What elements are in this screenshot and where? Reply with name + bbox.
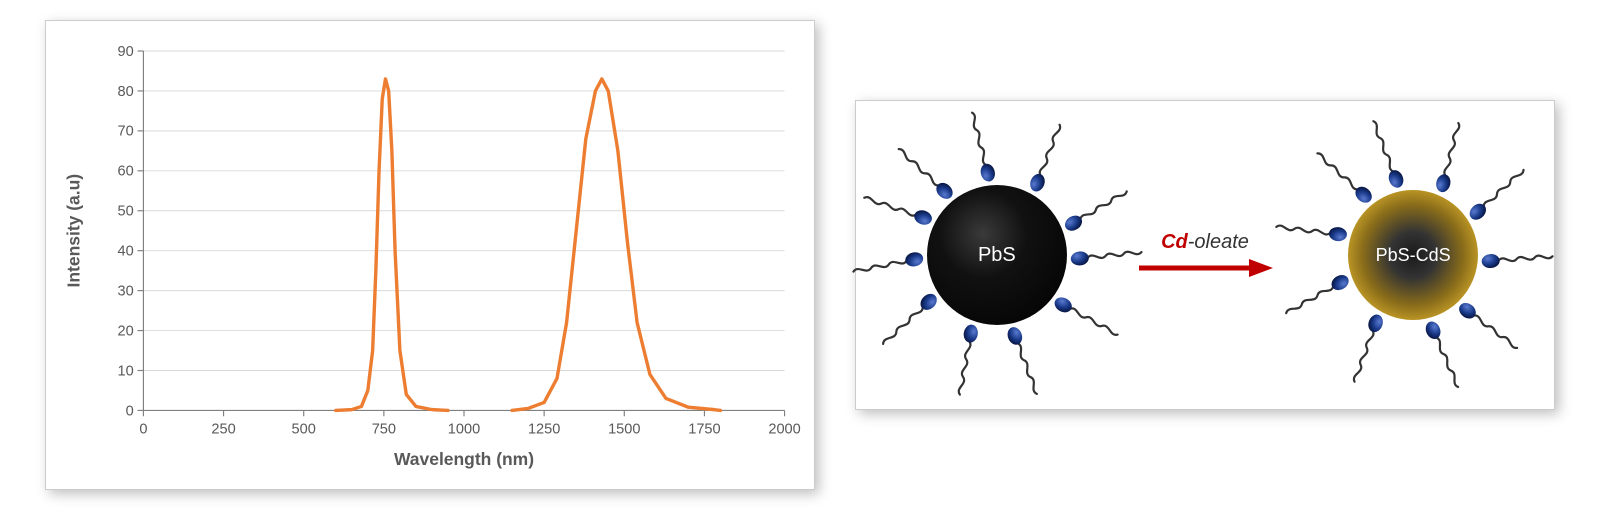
- x-tick-label: 750: [372, 422, 396, 438]
- ligand-bead-icon: [1434, 173, 1452, 194]
- ligand-bead-icon: [1386, 168, 1406, 190]
- x-tick-label: 1750: [688, 422, 720, 438]
- ligand-bead-icon: [1456, 300, 1479, 322]
- x-tick-label: 1000: [448, 422, 480, 438]
- ligand-bead-icon: [1028, 172, 1048, 194]
- ligand: [1429, 114, 1472, 197]
- spectrum-chart: 0 10 20 30 40 50 60 70 80 90 0 250 500 750 1000 1250 150…: [56, 31, 804, 479]
- ligand-bead-icon: [904, 251, 924, 268]
- particle-pbs-cds: PbS-CdS: [1284, 125, 1542, 385]
- ligand-tail-icon: [958, 341, 971, 395]
- ligand-bead-icon: [1467, 201, 1490, 223]
- reaction-label-suffix: -oleate: [1188, 231, 1249, 253]
- ligand-tail-icon: [1276, 225, 1330, 235]
- ligand-bead-icon: [1423, 319, 1443, 341]
- x-tick-label: 250: [211, 422, 235, 438]
- series-peak1: [336, 79, 448, 410]
- ligand: [959, 104, 1003, 187]
- ligand: [1478, 244, 1560, 274]
- x-tick-label: 1250: [528, 422, 560, 438]
- ligand: [870, 285, 945, 357]
- ligand-bead-icon: [1329, 272, 1352, 293]
- ligand: [1417, 314, 1471, 397]
- y-tick-label: 40: [118, 244, 134, 260]
- reaction-label-prefix: Cd: [1161, 231, 1188, 253]
- ligand: [886, 136, 961, 208]
- particle-core-pbs-cds: PbS-CdS: [1348, 190, 1478, 320]
- y-axis-label: Intensity (a.u): [63, 174, 83, 288]
- ligand-tail-icon: [1435, 337, 1460, 388]
- reaction-label: Cd-oleate: [1161, 231, 1249, 254]
- y-tick-label: 50: [118, 204, 134, 220]
- ligand-tail-icon: [1499, 255, 1553, 263]
- ligand: [999, 320, 1050, 403]
- ligand-tail-icon: [1039, 124, 1062, 176]
- x-tick-label: 2000: [768, 422, 800, 438]
- particle-label: PbS: [978, 244, 1016, 267]
- x-tick-label: 500: [292, 422, 316, 438]
- ligand-tail-icon: [1353, 330, 1375, 382]
- ligand-bead-icon: [1070, 251, 1089, 267]
- ligand: [1305, 140, 1381, 211]
- ligand: [1461, 157, 1536, 229]
- y-tick-label: 30: [118, 283, 134, 299]
- ligand-tail-icon: [864, 196, 916, 216]
- ligand-tail-icon: [1483, 169, 1525, 208]
- ligand-tail-icon: [1473, 314, 1518, 349]
- y-tick-label: 60: [118, 164, 134, 180]
- chart-plot-area: 0 10 20 30 40 50 60 70 80 90 0 250 500 750 1000 1250 150…: [63, 44, 800, 469]
- ligand-bead-icon: [933, 180, 956, 202]
- ligand-bead-icon: [962, 324, 979, 344]
- ligand-bead-icon: [1062, 213, 1085, 234]
- x-axis-label: Wavelength (nm): [394, 449, 534, 469]
- spectrum-chart-panel: 0 10 20 30 40 50 60 70 80 90 0 250 500 750 1000 1250 150…: [45, 20, 815, 490]
- x-tick-label: 0: [139, 422, 147, 438]
- ligand-tail-icon: [1316, 152, 1359, 191]
- x-tick-label: 1500: [608, 422, 640, 438]
- ligand: [1022, 115, 1073, 198]
- ligand-tail-icon: [897, 148, 939, 187]
- particle-pbs: PbS: [868, 125, 1126, 385]
- ligand: [1275, 266, 1356, 326]
- ligand-bead-icon: [1328, 226, 1348, 242]
- ligand-tail-icon: [1372, 121, 1395, 173]
- ligand: [1360, 111, 1412, 194]
- ligand-tail-icon: [1079, 190, 1127, 221]
- y-tick-label: 70: [118, 124, 134, 140]
- ligand-bead-icon: [917, 291, 940, 314]
- ligand-tail-icon: [1069, 307, 1118, 336]
- reaction-arrow-block: Cd-oleate: [1126, 231, 1285, 280]
- ligand-tail-icon: [882, 306, 924, 345]
- ligand-bead-icon: [912, 208, 934, 227]
- ligand-bead-icon: [1352, 184, 1375, 206]
- y-tick-label: 10: [118, 363, 134, 379]
- ligand: [947, 320, 985, 403]
- particle-label: PbS-CdS: [1376, 245, 1451, 266]
- y-tick-label: 20: [118, 323, 134, 339]
- nanoparticle-diagram-panel: PbS Cd-oleate PbS-CdS: [855, 100, 1555, 410]
- ligand-bead-icon: [1005, 325, 1024, 347]
- y-tick-label: 80: [118, 84, 134, 100]
- ligand: [1047, 289, 1129, 348]
- ligand: [1341, 308, 1391, 391]
- ligand-tail-icon: [1444, 123, 1460, 176]
- particle-core-pbs: PbS: [927, 185, 1067, 325]
- y-tick-label: 0: [126, 403, 134, 419]
- ligand: [1451, 294, 1529, 361]
- ligand-bead-icon: [1052, 294, 1075, 315]
- ligand-tail-icon: [970, 112, 987, 165]
- series-peak2: [512, 79, 720, 410]
- ligand: [855, 184, 938, 232]
- ligand-tail-icon: [1285, 285, 1334, 315]
- ligand: [845, 245, 928, 284]
- ligand-bead-icon: [1481, 253, 1500, 268]
- y-tick-label: 90: [118, 44, 134, 60]
- ligand-tail-icon: [1016, 343, 1038, 395]
- ligand-bead-icon: [979, 162, 997, 183]
- ligand-bead-icon: [1366, 313, 1385, 335]
- ligand-tail-icon: [853, 259, 907, 273]
- reaction-arrow-icon: [1135, 256, 1275, 280]
